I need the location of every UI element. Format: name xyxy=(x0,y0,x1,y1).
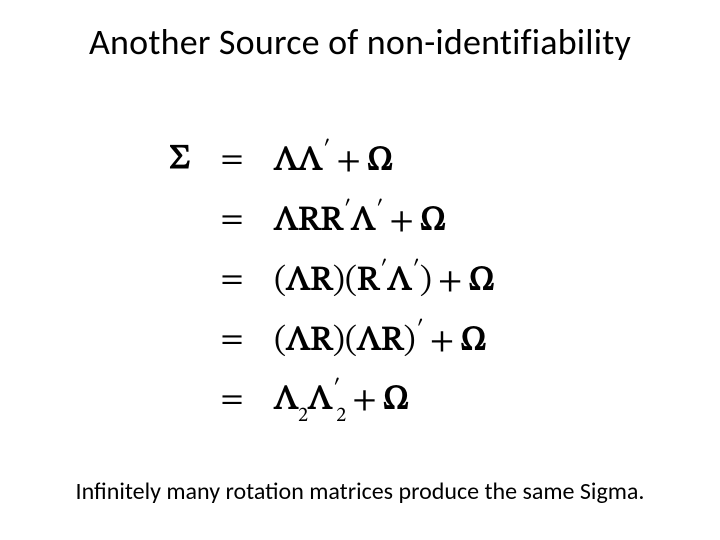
equals-sign: = xyxy=(202,260,262,300)
equation-rhs-1: ΛΛ′+Ω xyxy=(262,136,393,183)
equation-rhs-5: Λ2Λ′2+Ω xyxy=(262,375,409,424)
equation-lhs: Σ xyxy=(120,139,202,182)
equation-row-4: = (ΛR)(ΛR)′+Ω xyxy=(120,310,495,370)
equation-rhs-2: ΛRR′Λ′+Ω xyxy=(262,196,446,243)
equals-sign: = xyxy=(202,200,262,240)
equation-row-1: Σ = ΛΛ′+Ω xyxy=(120,130,495,190)
equation-block: Σ = ΛΛ′+Ω = ΛRR′Λ′+Ω = (ΛR)(R′Λ′)+Ω = (Λ… xyxy=(120,130,495,430)
equals-sign: = xyxy=(202,380,262,420)
slide-title: Another Source of non-identifiability xyxy=(0,20,720,64)
equation-row-2: = ΛRR′Λ′+Ω xyxy=(120,190,495,250)
equals-sign: = xyxy=(202,140,262,180)
equation-rhs-3: (ΛR)(R′Λ′)+Ω xyxy=(262,256,495,303)
equals-sign: = xyxy=(202,320,262,360)
equation-row-5: = Λ2Λ′2+Ω xyxy=(120,370,495,430)
slide: Another Source of non-identifiability Σ … xyxy=(0,0,720,540)
equation-row-3: = (ΛR)(R′Λ′)+Ω xyxy=(120,250,495,310)
equation-rhs-4: (ΛR)(ΛR)′+Ω xyxy=(262,316,487,363)
slide-footnote: Infinitely many rotation matrices produc… xyxy=(0,477,720,506)
